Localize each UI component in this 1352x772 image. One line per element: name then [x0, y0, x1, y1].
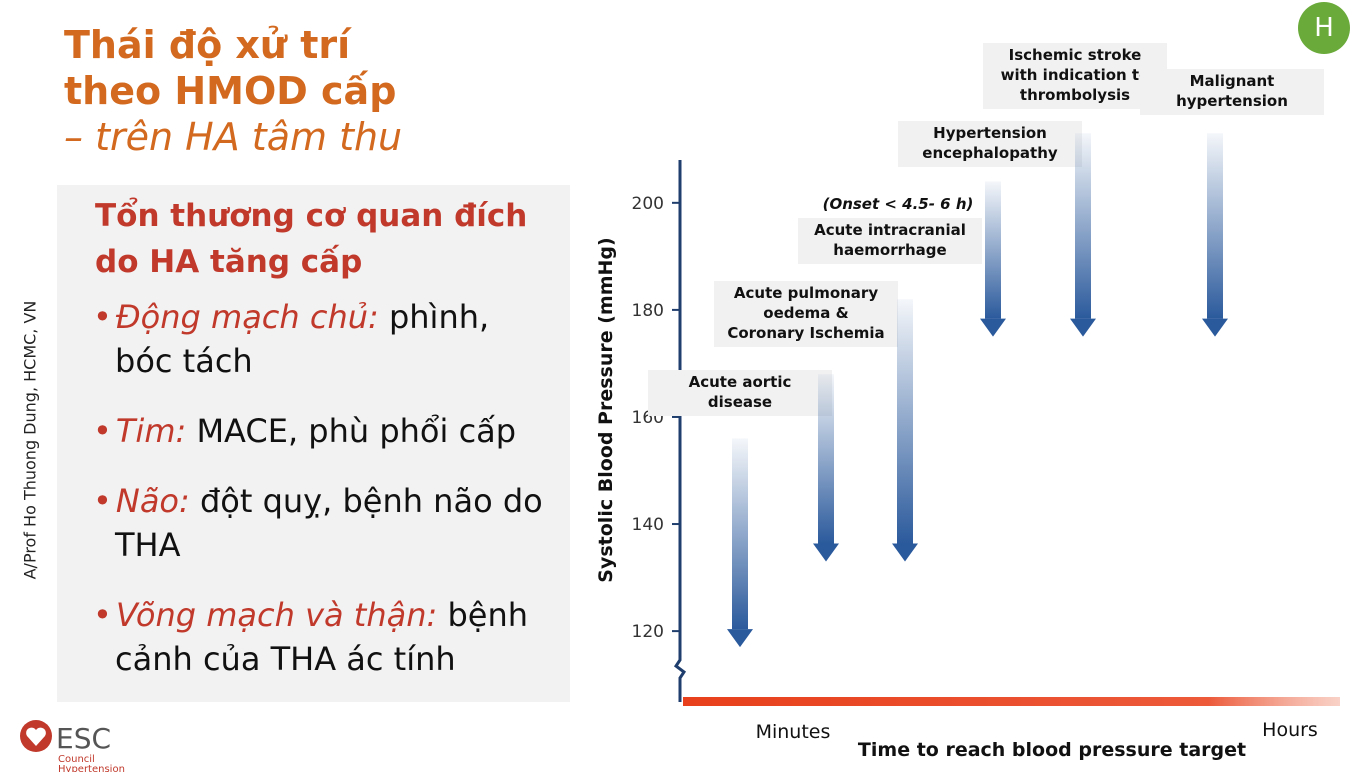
heading-line: Tổn thương cơ quan đích: [95, 198, 528, 234]
y-axis: [673, 160, 687, 702]
heading-line: do HA tăng cấp: [95, 244, 363, 280]
y-tick-label: 140: [632, 515, 664, 535]
arrow-head: [1070, 318, 1096, 337]
y-tick-label: 200: [632, 194, 664, 214]
avatar[interactable]: H: [1298, 2, 1350, 54]
y-axis-label: Systolic Blood Pressure (mmHg): [595, 237, 617, 582]
arrow-shaft: [1207, 133, 1223, 319]
title-line: – trên HA tâm thu: [64, 115, 403, 159]
arrow-shaft: [818, 374, 834, 544]
arrow-label: Acute intracranial: [814, 221, 966, 239]
title-line: theo HMOD cấp: [64, 69, 397, 113]
arrow-label: hypertension: [1176, 92, 1288, 110]
arrow-head: [980, 318, 1006, 337]
bullet-text: phình, bóc tách: [115, 298, 490, 380]
arrow-label: Hypertension: [933, 124, 1047, 142]
logo-name: ESC: [56, 722, 111, 755]
x-axis-label: Time to reach blood pressure target: [858, 739, 1246, 761]
arrow-label: with indication to: [1001, 66, 1150, 84]
arrow-head: [727, 629, 753, 648]
logo: ESC Council Hypertension: [20, 720, 125, 772]
x-end-label: Hours: [1262, 719, 1318, 741]
logo-line: Hypertension: [58, 764, 125, 772]
logo-heart: [26, 727, 46, 746]
arrow-label: encephalopathy: [922, 144, 1058, 162]
arrow-head: [813, 543, 839, 562]
label-box: [983, 43, 1167, 109]
arrow-label: Malignant: [1190, 72, 1275, 90]
arrow-label: haemorrhage: [833, 241, 946, 259]
arrow-shaft: [732, 438, 748, 630]
arrow-shaft: [1075, 133, 1091, 319]
bullet-text: MACE, phù phổi cấp: [196, 412, 517, 450]
bullet-label: Não:: [115, 482, 190, 520]
bullet-label: Võng mạch và thận:: [115, 596, 438, 634]
bullet-text: bệnh cảnh của THA ác tính: [115, 596, 529, 678]
y-tick-label: 180: [632, 301, 664, 321]
annotation: (Onset < 4.5- 6 h): [823, 195, 974, 213]
arrow-label: Acute aortic: [689, 373, 792, 391]
panel: Tổn thương cơ quan đích do HA tăng cấp Đ…: [57, 185, 570, 702]
time-bar: [683, 697, 1340, 706]
label-box: [898, 121, 1082, 167]
bullet-label: Tim:: [115, 412, 187, 450]
bullet-item: Tim: MACE, phù phổi cấp: [93, 409, 553, 453]
arrow-label: Coronary Ischemia: [727, 324, 884, 342]
arrow-head: [1202, 318, 1228, 337]
arrow-label: disease: [708, 393, 772, 411]
bullet-label: Động mạch chủ:: [115, 298, 379, 336]
bullet-text: đột quỵ, bệnh não do THA: [115, 482, 543, 564]
label-box: [798, 218, 982, 264]
bullet-item: Võng mạch và thận: bệnh cảnh của THA ác …: [93, 593, 553, 681]
arrow-shaft: [985, 181, 1001, 319]
arrow-label: thrombolysis: [1020, 86, 1130, 104]
bullet-item: Não: đột quỵ, bệnh não do THA: [93, 479, 553, 567]
x-start-label: Minutes: [756, 721, 831, 743]
logo-line: Council: [58, 754, 95, 765]
label-box: [648, 370, 832, 416]
arrow-shaft: [897, 299, 913, 544]
y-tick-label: 120: [632, 622, 664, 642]
label-box: [1140, 69, 1324, 115]
arrow-label: Ischemic stroke: [1009, 46, 1142, 64]
panel-heading: Tổn thương cơ quan đích do HA tăng cấp: [95, 193, 527, 285]
title: Thái độ xử trí theo HMOD cấp – trên HA t…: [64, 22, 402, 160]
arrow-head: [892, 543, 918, 562]
arrow-label: oedema &: [763, 304, 848, 322]
label-box: [714, 281, 898, 347]
arrow-label: Acute pulmonary: [734, 284, 878, 302]
bullet-item: Động mạch chủ: phình, bóc tách: [93, 295, 553, 383]
title-line: Thái độ xử trí: [64, 23, 351, 67]
bullet-list: Động mạch chủ: phình, bóc tách Tim: MACE,…: [93, 295, 553, 707]
